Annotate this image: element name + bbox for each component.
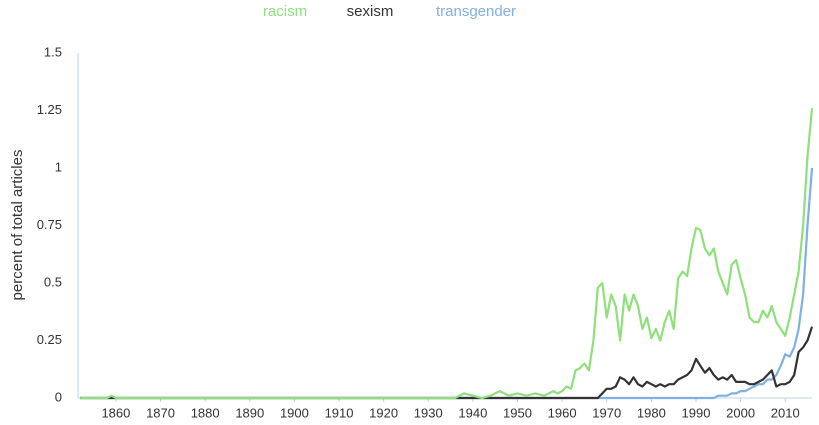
x-tick-label: 1940 <box>458 405 487 420</box>
y-axis-label: percent of total articles <box>9 150 26 301</box>
legend: racism sexism transgender <box>263 3 516 20</box>
y-tick-label: 0 <box>55 389 62 404</box>
legend-entry: transgender <box>436 3 516 20</box>
x-tick-label: 1990 <box>682 405 711 420</box>
x-tick-label: 2010 <box>771 405 800 420</box>
x-tick-label: 1900 <box>280 405 309 420</box>
legend-entry: sexism <box>347 3 394 20</box>
x-tick-label: 1930 <box>414 405 443 420</box>
y-tick-label: 1 <box>55 159 62 174</box>
y-tick-label: 0.5 <box>44 274 62 289</box>
x-tick-label: 1870 <box>146 405 175 420</box>
series-line <box>80 167 814 400</box>
y-tick-label: 0.75 <box>37 217 62 232</box>
y-tick-label: 0.25 <box>37 332 62 347</box>
x-tick-label: 1980 <box>637 405 666 420</box>
x-tick-label: 1970 <box>592 405 621 420</box>
x-tick-label: 1910 <box>325 405 354 420</box>
x-tick-label: 1880 <box>191 405 220 420</box>
x-tick-label: 1960 <box>548 405 577 420</box>
series-line <box>80 326 814 400</box>
series-line <box>80 108 814 400</box>
x-tick-label: 1860 <box>101 405 130 420</box>
y-tick-label: 1.5 <box>44 44 62 59</box>
x-tick-label: 1920 <box>369 405 398 420</box>
x-tick-label: 1890 <box>235 405 264 420</box>
y-tick-label: 1.25 <box>37 102 62 117</box>
legend-entry: racism <box>263 3 307 20</box>
x-tick-label: 1950 <box>503 405 532 420</box>
x-tick-label: 2000 <box>726 405 755 420</box>
